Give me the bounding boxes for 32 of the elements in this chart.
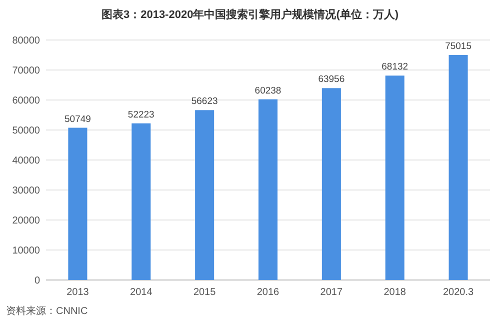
- text: 资料来源：CNNIC: [6, 305, 88, 317]
- bar: [385, 76, 404, 280]
- y-tick-label: 60000: [12, 96, 40, 106]
- y-tick-label: 40000: [12, 156, 40, 166]
- y-tick-label: 50000: [12, 126, 40, 136]
- bar: [448, 54, 468, 280]
- data-label: 52223: [128, 109, 154, 120]
- bar: [68, 128, 88, 280]
- data-label: 75015: [445, 40, 472, 52]
- bar: [132, 123, 151, 280]
- bar: [195, 110, 214, 280]
- x-tick-label: 2014: [130, 287, 153, 298]
- x-tick-label: 2015: [193, 287, 216, 298]
- x-tick-label: 2017: [320, 287, 343, 298]
- y-tick-label: 10000: [12, 246, 40, 256]
- y-tick-label: 20000: [12, 216, 40, 226]
- y-tick-label: 80000: [12, 36, 40, 46]
- x-tick-label: 2018: [384, 287, 406, 298]
- x-tick-label: 2013: [66, 287, 90, 298]
- y-tick-label: 70000: [12, 66, 40, 76]
- y-tick-label: 0: [34, 276, 40, 286]
- bar: [258, 99, 278, 280]
- data-label: 63956: [318, 74, 345, 86]
- data-label: 60238: [254, 85, 282, 96]
- data-label: 56623: [191, 96, 218, 108]
- data-label: 68132: [382, 62, 408, 73]
- x-tick-label: 2016: [256, 287, 280, 298]
- y-tick-label: 30000: [12, 186, 40, 196]
- data-label: 50749: [64, 114, 91, 125]
- chart-title: 图表3：2013-2020年中国搜索引擎用户规模情况(单位：万人): [101, 8, 399, 21]
- bar: [322, 88, 341, 280]
- x-tick-label: 2020.3: [442, 287, 474, 298]
